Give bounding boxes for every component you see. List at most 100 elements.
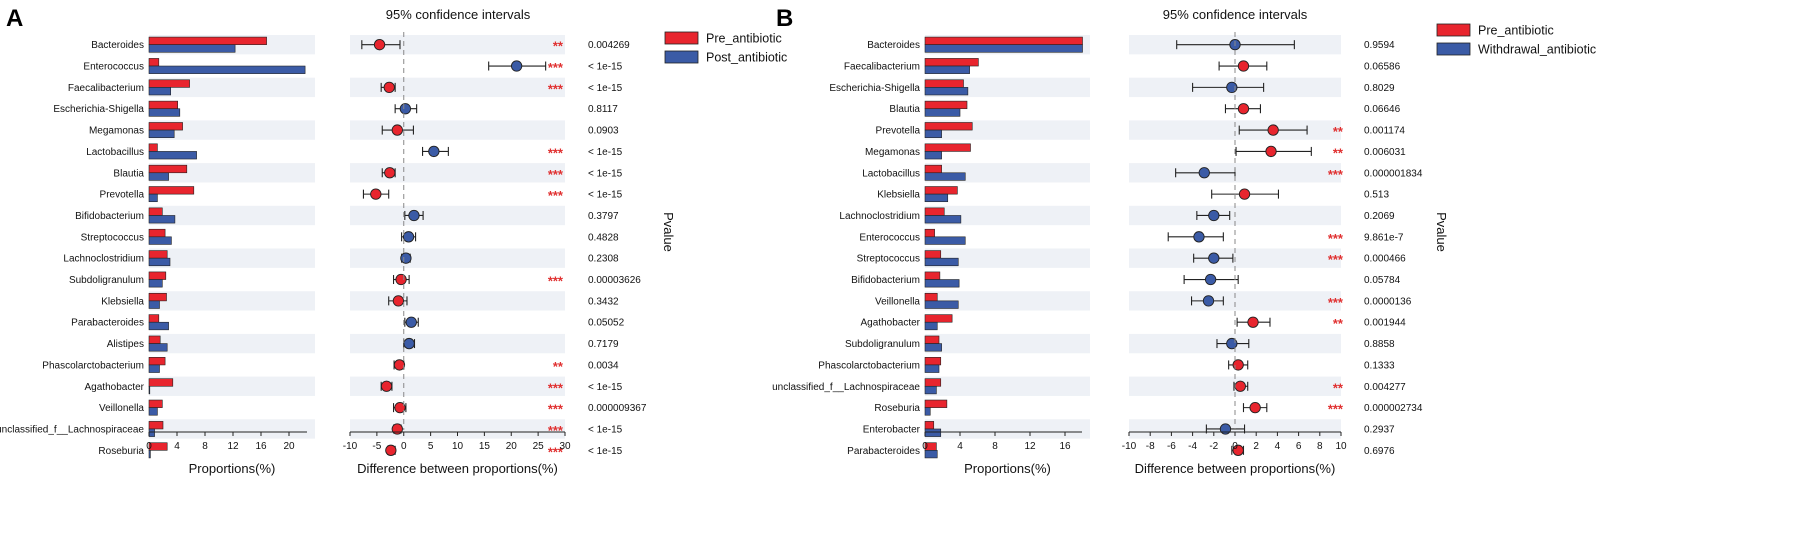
p-value: 0.006031 [1364,147,1406,158]
diff-point [1267,124,1279,136]
p-value: < 1e-15 [588,446,623,457]
x-axis-label: Proportions(%) [964,461,1051,476]
bar-pre [148,442,168,451]
category-label: Roseburia [874,403,920,414]
bar-post [924,87,969,96]
diff-point [1237,60,1250,72]
tick-label: 16 [1059,441,1071,452]
tick-label: 6 [1296,441,1302,452]
diff-point [1232,444,1244,456]
bar-pre [148,186,195,195]
bar-pre [148,79,190,88]
p-value: < 1e-15 [588,424,623,435]
bar-pre [924,100,968,110]
tick-label: 4 [957,441,963,452]
bar-pre [148,421,164,430]
tick-label: 0 [1232,441,1238,452]
legend-label: Withdrawal_antibiotic [1478,43,1596,57]
p-value: 0.4828 [588,232,619,243]
category-label: Streptococcus [81,232,144,243]
tick-label: 8 [992,441,998,452]
significance-stars: *** [548,380,564,395]
significance-stars: *** [548,274,564,289]
significance-stars: *** [548,145,564,160]
bar-pre [924,207,945,216]
panel-letter: A [6,5,23,32]
bar-post [924,428,942,437]
row-band [925,419,1090,439]
legend-swatch-pre [664,31,699,45]
bar-pre [924,292,938,302]
pvalue-axis-label: Pvalue [1434,212,1449,252]
p-value: 0.0034 [588,360,619,371]
bar-post [924,65,970,74]
bar-pre [924,36,1083,45]
significance-stars: ** [553,359,564,374]
bar-pre [924,399,948,408]
panel-a: A 95% confidence intervals Pre_antibiotic P… [0,5,787,476]
bar-pre [148,100,179,110]
significance-stars: *** [1328,167,1344,182]
tick-label: 12 [227,441,239,452]
tick-label: 5 [428,441,434,452]
bar-post [148,300,160,309]
p-value: 0.3432 [588,296,619,307]
row-band [925,248,1090,268]
bar-post [924,151,942,160]
bar-pre [148,292,167,302]
diff-point [1198,167,1210,179]
tick-label: 25 [533,441,545,452]
diff-point [1226,81,1238,94]
significance-stars: *** [1328,402,1344,417]
legend-label: Pre_antibiotic [1478,24,1554,38]
bar-post [148,385,151,395]
p-value: 0.05052 [588,318,625,329]
significance-stars: *** [548,60,564,75]
p-value: 0.9594 [1364,40,1395,51]
tick-label: 10 [452,441,464,452]
row-band [925,333,1090,354]
x-axis-label: Difference between proportions(%) [1135,461,1336,476]
bar-pre [924,186,958,195]
p-value: 0.8858 [1364,339,1395,350]
diff-point [1208,252,1220,264]
diff-point [405,316,417,328]
bar-pre [148,228,166,238]
bar-post [924,44,1083,53]
diff-point [384,167,396,179]
diff-point [1232,359,1244,371]
row-band [350,77,565,98]
x-axis-label: Proportions(%) [189,461,276,476]
bar-post [924,279,960,288]
tick-label: -6 [1167,441,1176,452]
p-value: 0.000002734 [1364,403,1423,414]
bar-pre [148,357,166,366]
diff-point [391,423,403,435]
category-label: Prevotella [100,190,145,201]
category-label: Agathobacter [85,382,145,393]
p-value: 0.2069 [1364,211,1395,222]
bar-pre [148,399,163,408]
diff-point [385,444,397,456]
category-label: Phascolarctobacterium [818,360,920,371]
bar-pre [924,228,935,238]
tick-label: -4 [1188,441,1197,452]
significance-stars: ** [553,39,564,54]
diff-point [1234,380,1246,392]
tick-label: 10 [1335,441,1347,452]
bar-post [148,108,181,117]
bar-post [148,215,176,224]
p-value: 0.2308 [588,254,619,265]
ci-title: 95% confidence intervals [1163,7,1308,22]
p-value: < 1e-15 [588,168,623,179]
diff-point [395,273,407,286]
row-band [149,333,315,354]
diff-point [392,295,405,307]
significance-stars: *** [548,444,564,459]
bar-post [148,129,175,138]
tick-label: 8 [1317,441,1323,452]
p-value: 0.1333 [1364,360,1395,371]
bar-pre [148,207,163,216]
bar-post [148,321,169,331]
